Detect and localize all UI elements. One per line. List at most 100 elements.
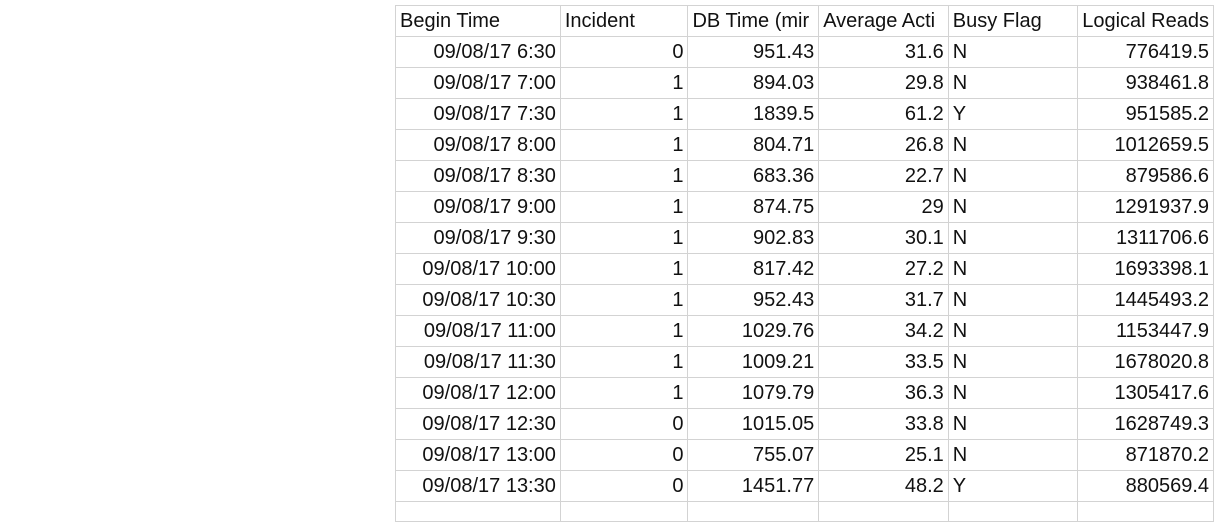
cell-begin-time[interactable]: 09/08/17 7:00 [395,67,561,99]
cell-logical-reads[interactable]: 1153447.9 [1077,315,1214,347]
cell-begin-time[interactable]: 09/08/17 6:30 [395,36,561,68]
cell-incident[interactable]: 0 [559,36,689,68]
cell-begin-time[interactable]: 09/08/17 12:00 [395,377,561,409]
cell-logical-reads[interactable]: 776419.5 [1077,36,1214,68]
cell-db-time[interactable]: 1839.5 [687,98,820,130]
cell-begin-time[interactable]: 09/08/17 13:30 [395,470,561,502]
cell-begin-time[interactable]: 09/08/17 10:30 [395,284,561,316]
cell-begin-time[interactable]: 09/08/17 7:30 [395,98,561,130]
empty-cell[interactable] [818,501,949,522]
cell-logical-reads[interactable]: 1693398.1 [1077,253,1214,285]
cell-busy-flag[interactable]: Y [947,470,1079,502]
cell-logical-reads[interactable]: 879586.6 [1077,160,1214,192]
header-cell-incident[interactable]: Incident [559,5,689,37]
cell-db-time[interactable]: 874.75 [687,191,820,223]
cell-incident[interactable]: 1 [559,129,689,161]
cell-db-time[interactable]: 817.42 [687,253,820,285]
cell-begin-time[interactable]: 09/08/17 10:00 [395,253,561,285]
cell-busy-flag[interactable]: N [947,377,1079,409]
cell-begin-time[interactable]: 09/08/17 13:00 [395,439,561,471]
cell-average-active[interactable]: 33.8 [818,408,949,440]
cell-busy-flag[interactable]: N [947,129,1079,161]
empty-cell[interactable] [1077,501,1214,522]
cell-logical-reads[interactable]: 871870.2 [1077,439,1214,471]
cell-begin-time[interactable]: 09/08/17 8:30 [395,160,561,192]
cell-begin-time[interactable]: 09/08/17 9:00 [395,191,561,223]
cell-incident[interactable]: 1 [559,377,689,409]
cell-logical-reads[interactable]: 880569.4 [1077,470,1214,502]
cell-average-active[interactable]: 22.7 [818,160,949,192]
cell-busy-flag[interactable]: N [947,191,1079,223]
cell-db-time[interactable]: 1029.76 [687,315,820,347]
cell-logical-reads[interactable]: 1445493.2 [1077,284,1214,316]
cell-db-time[interactable]: 951.43 [687,36,820,68]
cell-incident[interactable]: 1 [559,253,689,285]
cell-busy-flag[interactable]: N [947,36,1079,68]
cell-db-time[interactable]: 894.03 [687,67,820,99]
cell-average-active[interactable]: 31.6 [818,36,949,68]
cell-db-time[interactable]: 755.07 [687,439,820,471]
empty-cell[interactable] [559,501,689,522]
cell-db-time[interactable]: 804.71 [687,129,820,161]
empty-cell[interactable] [947,501,1079,522]
cell-begin-time[interactable]: 09/08/17 12:30 [395,408,561,440]
cell-db-time[interactable]: 902.83 [687,222,820,254]
cell-busy-flag[interactable]: N [947,439,1079,471]
cell-logical-reads[interactable]: 1305417.6 [1077,377,1214,409]
cell-average-active[interactable]: 61.2 [818,98,949,130]
header-cell-average-active[interactable]: Average Acti [818,5,949,37]
cell-average-active[interactable]: 48.2 [818,470,949,502]
cell-logical-reads[interactable]: 951585.2 [1077,98,1214,130]
cell-db-time[interactable]: 1451.77 [687,470,820,502]
header-cell-db-time[interactable]: DB Time (mir [687,5,820,37]
cell-logical-reads[interactable]: 1012659.5 [1077,129,1214,161]
cell-begin-time[interactable]: 09/08/17 11:00 [395,315,561,347]
cell-busy-flag[interactable]: N [947,253,1079,285]
cell-busy-flag[interactable]: Y [947,98,1079,130]
cell-incident[interactable]: 1 [559,160,689,192]
cell-average-active[interactable]: 29.8 [818,67,949,99]
cell-busy-flag[interactable]: N [947,160,1079,192]
cell-incident[interactable]: 0 [559,439,689,471]
cell-logical-reads[interactable]: 1678020.8 [1077,346,1214,378]
cell-average-active[interactable]: 30.1 [818,222,949,254]
empty-cell[interactable] [395,501,561,522]
cell-incident[interactable]: 1 [559,98,689,130]
cell-db-time[interactable]: 1015.05 [687,408,820,440]
cell-begin-time[interactable]: 09/08/17 11:30 [395,346,561,378]
header-cell-logical-reads[interactable]: Logical Reads [1077,5,1214,37]
empty-cell[interactable] [687,501,820,522]
cell-logical-reads[interactable]: 1291937.9 [1077,191,1214,223]
cell-logical-reads[interactable]: 938461.8 [1077,67,1214,99]
cell-average-active[interactable]: 33.5 [818,346,949,378]
cell-incident[interactable]: 1 [559,346,689,378]
header-cell-begin-time[interactable]: Begin Time [395,5,561,37]
cell-incident[interactable]: 1 [559,222,689,254]
header-cell-busy-flag[interactable]: Busy Flag [947,5,1079,37]
cell-incident[interactable]: 1 [559,191,689,223]
cell-busy-flag[interactable]: N [947,284,1079,316]
cell-average-active[interactable]: 26.8 [818,129,949,161]
cell-incident[interactable]: 1 [559,67,689,99]
cell-busy-flag[interactable]: N [947,222,1079,254]
cell-busy-flag[interactable]: N [947,408,1079,440]
cell-average-active[interactable]: 34.2 [818,315,949,347]
cell-begin-time[interactable]: 09/08/17 9:30 [395,222,561,254]
cell-incident[interactable]: 1 [559,315,689,347]
cell-db-time[interactable]: 683.36 [687,160,820,192]
cell-busy-flag[interactable]: N [947,315,1079,347]
cell-average-active[interactable]: 31.7 [818,284,949,316]
cell-logical-reads[interactable]: 1628749.3 [1077,408,1214,440]
cell-db-time[interactable]: 952.43 [687,284,820,316]
cell-begin-time[interactable]: 09/08/17 8:00 [395,129,561,161]
cell-average-active[interactable]: 29 [818,191,949,223]
cell-db-time[interactable]: 1079.79 [687,377,820,409]
cell-db-time[interactable]: 1009.21 [687,346,820,378]
cell-average-active[interactable]: 25.1 [818,439,949,471]
cell-average-active[interactable]: 36.3 [818,377,949,409]
cell-logical-reads[interactable]: 1311706.6 [1077,222,1214,254]
cell-busy-flag[interactable]: N [947,67,1079,99]
cell-busy-flag[interactable]: N [947,346,1079,378]
cell-average-active[interactable]: 27.2 [818,253,949,285]
cell-incident[interactable]: 0 [559,408,689,440]
